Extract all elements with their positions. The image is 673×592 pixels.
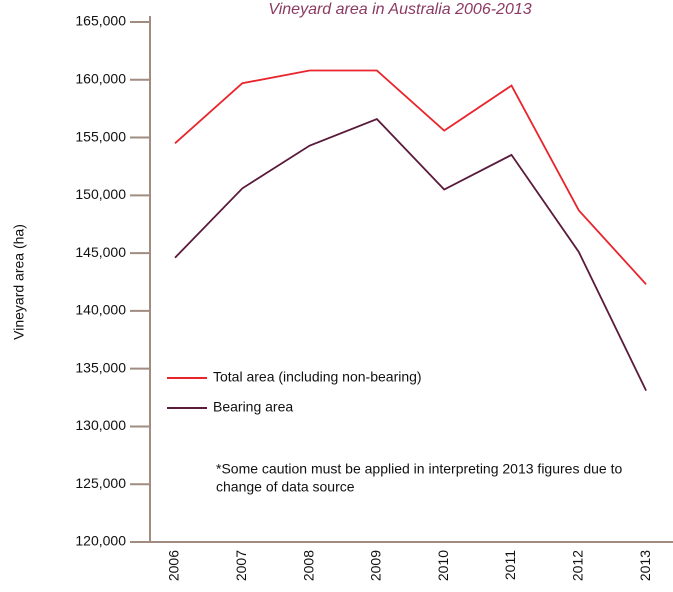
- line: [174, 118, 647, 392]
- y-tick-label: 155,000: [75, 128, 126, 144]
- y-tick-label: 160,000: [75, 70, 126, 86]
- y-tick-label: 165,000: [75, 13, 126, 29]
- x-tick-label: 2006: [166, 550, 182, 581]
- x-tick-label: 2013: [637, 550, 653, 581]
- note: change of data source: [216, 479, 355, 495]
- x-tick-label: 2007: [233, 550, 249, 581]
- line: [174, 69, 647, 285]
- y-tick-label: 130,000: [75, 417, 126, 433]
- chart-title: Vineyard area in Australia 2006-2013: [268, 1, 531, 18]
- y-tick-label: 135,000: [75, 359, 126, 375]
- x-tick-label: 2011: [502, 550, 518, 580]
- y-tick-label: 145,000: [75, 244, 126, 260]
- y-tick-label: 150,000: [75, 186, 126, 202]
- y-tick-label: 125,000: [75, 475, 126, 491]
- y-axis-label: Vineyard area (ha): [11, 224, 27, 340]
- y-tick-label: 120,000: [75, 533, 126, 549]
- legend-label: Bearing area: [213, 399, 293, 415]
- x-tick-label: 2009: [368, 550, 384, 581]
- note: *Some caution must be applied in interpr…: [216, 461, 622, 477]
- y-tick-label: 140,000: [75, 302, 126, 318]
- legend-label: Total area (including non-bearing): [213, 369, 422, 385]
- x-tick-label: 2008: [300, 550, 316, 581]
- x-tick-label: 2012: [570, 550, 586, 581]
- x-tick-label: 2010: [435, 550, 451, 581]
